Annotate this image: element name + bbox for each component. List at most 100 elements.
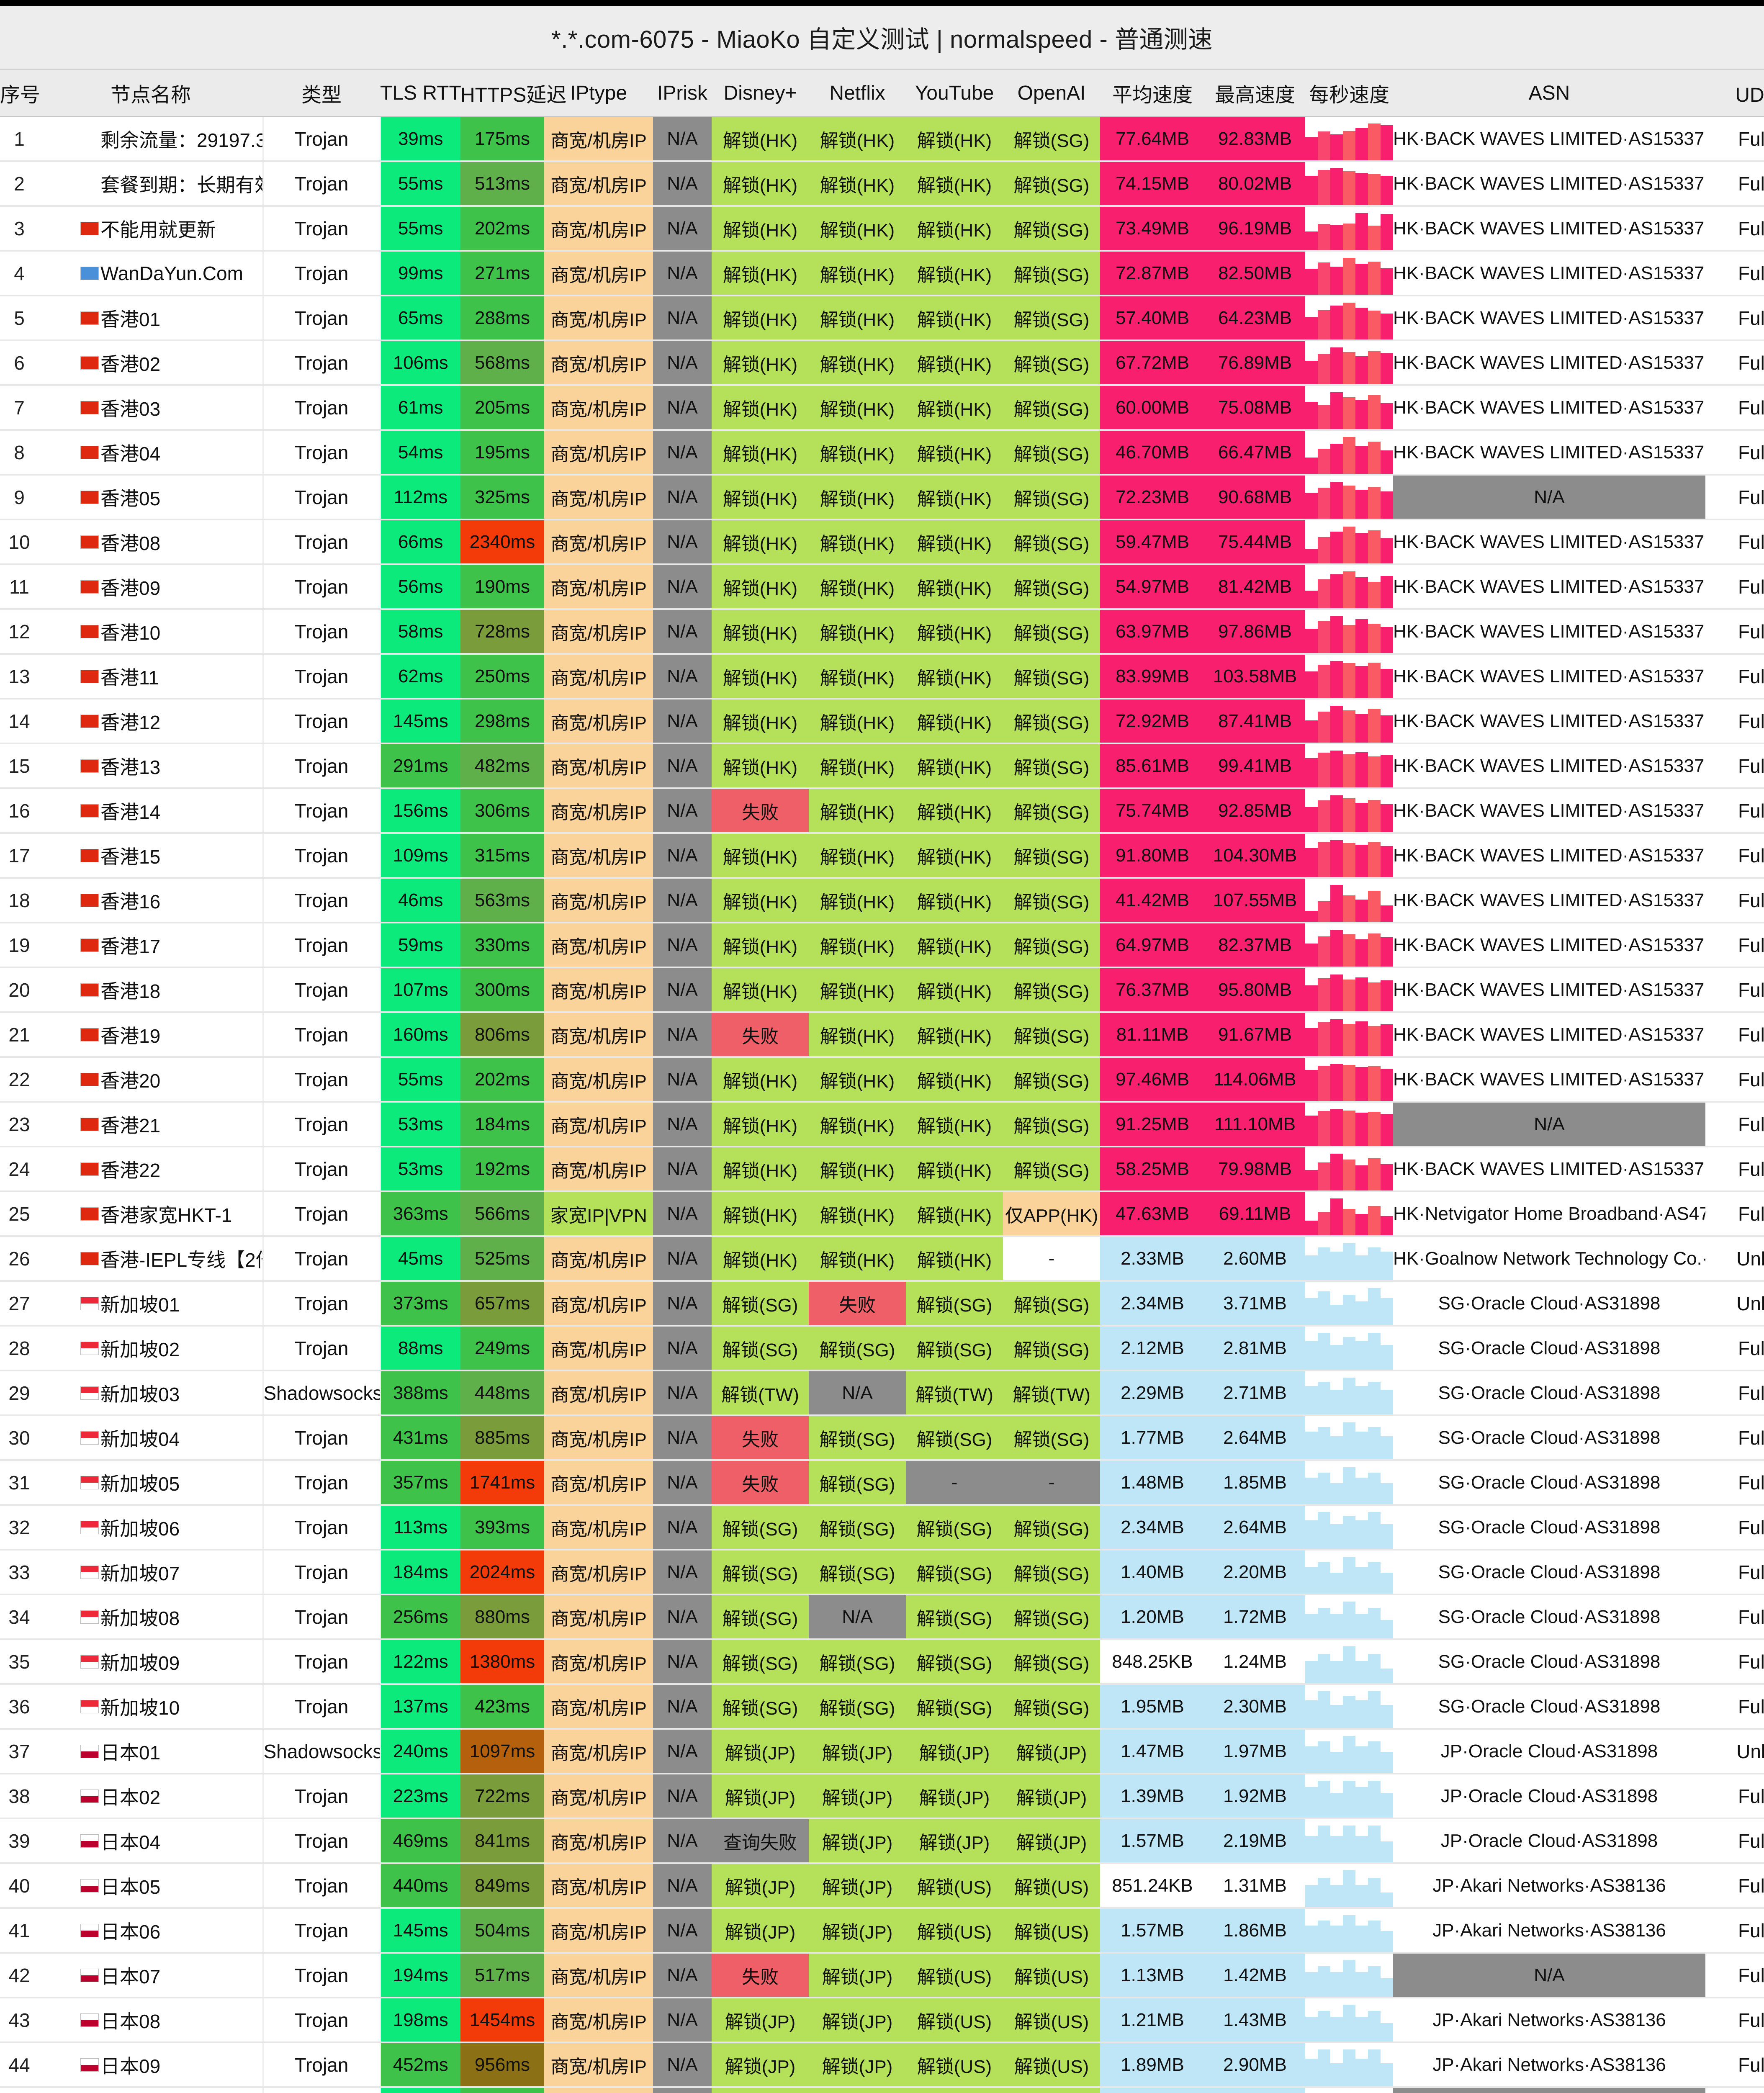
- row-node-name[interactable]: 香港05: [39, 475, 264, 520]
- col-iptype[interactable]: IPtype: [544, 69, 653, 117]
- row-netflix-unlock[interactable]: 解锁(HK): [809, 206, 906, 252]
- row-tls-rtt[interactable]: 39ms: [380, 116, 460, 162]
- row-disney-unlock[interactable]: 失败: [712, 1953, 809, 1998]
- row-iprisk[interactable]: N/A: [653, 1594, 712, 1640]
- row-netflix-unlock[interactable]: 解锁(HK): [809, 833, 906, 879]
- row-node-name[interactable]: 香港02: [39, 340, 264, 386]
- row-tls-rtt[interactable]: 240ms: [380, 1729, 460, 1774]
- row-iprisk[interactable]: N/A: [653, 1012, 712, 1058]
- table-row[interactable]: 19 香港17 Trojan 59ms 330ms 商宽/机房IP N/A 解锁(HK) 解锁(…: [0, 923, 1764, 968]
- table-row[interactable]: 21 香港19 Trojan 160ms 806ms 商宽/机房IP N/A 失败 解锁(HK)…: [0, 1012, 1764, 1058]
- row-iptype[interactable]: 商宽/机房IP: [544, 1505, 653, 1550]
- row-tls-rtt[interactable]: 160ms: [380, 1012, 460, 1058]
- col-tls-rtt[interactable]: TLS RTT: [380, 69, 461, 117]
- row-iptype[interactable]: 商宽/机房IP: [544, 2087, 653, 2093]
- col-max-speed[interactable]: 最高速度: [1205, 69, 1305, 117]
- row-tls-rtt[interactable]: 46ms: [380, 878, 460, 923]
- row-avg-speed[interactable]: 1.21MB: [1100, 1998, 1205, 2043]
- row-iptype[interactable]: 商宽/机房IP: [544, 1415, 653, 1461]
- row-avg-speed[interactable]: 1.77MB: [1100, 1415, 1205, 1461]
- table-row[interactable]: 10 香港08 Trojan 66ms 2340ms 商宽/机房IP N/A 解锁(HK) 解锁…: [0, 519, 1764, 565]
- row-node-name[interactable]: 日本05: [39, 1863, 264, 1909]
- row-netflix-unlock[interactable]: 解锁(HK): [809, 923, 906, 968]
- row-youtube-unlock[interactable]: 解锁(TW): [906, 1370, 1003, 1416]
- row-openai-unlock[interactable]: 解锁(SG): [1003, 833, 1100, 879]
- row-tls-rtt[interactable]: 88ms: [380, 1326, 460, 1371]
- row-openai-unlock[interactable]: 解锁(SG): [1003, 1684, 1100, 1730]
- row-avg-speed[interactable]: 47.63MB: [1100, 1191, 1205, 1237]
- row-netflix-unlock[interactable]: N/A: [809, 1370, 906, 1416]
- row-iprisk[interactable]: N/A: [653, 1460, 712, 1506]
- row-youtube-unlock[interactable]: 解锁(JP): [906, 1774, 1003, 1819]
- table-row[interactable]: 35 新加坡09 Trojan 122ms 1380ms 商宽/机房IP N/A 解锁(SG)…: [0, 1639, 1764, 1685]
- table-row[interactable]: 45日本-IEPLShadowsocks98ms392ms商宽/机房IPN/A解…: [0, 2087, 1764, 2093]
- row-youtube-unlock[interactable]: 解锁(US): [906, 1863, 1003, 1909]
- row-youtube-unlock[interactable]: 解锁(SG): [906, 1415, 1003, 1461]
- row-tls-rtt[interactable]: 256ms: [380, 1594, 460, 1640]
- row-tls-rtt[interactable]: 388ms: [380, 1370, 460, 1416]
- row-netflix-unlock[interactable]: 解锁(JP): [809, 2087, 906, 2093]
- row-disney-unlock[interactable]: 解锁(HK): [712, 1147, 809, 1192]
- row-https-latency[interactable]: 325ms: [460, 475, 544, 520]
- row-tls-rtt[interactable]: 53ms: [380, 1102, 460, 1147]
- row-max-speed[interactable]: 2.30MB: [1205, 1684, 1305, 1730]
- row-netflix-unlock[interactable]: 解锁(HK): [809, 519, 906, 565]
- row-https-latency[interactable]: 190ms: [460, 564, 544, 610]
- row-https-latency[interactable]: 1380ms: [460, 1639, 544, 1685]
- row-iprisk[interactable]: N/A: [653, 833, 712, 879]
- row-youtube-unlock[interactable]: 解锁(US): [906, 1908, 1003, 1954]
- row-iptype[interactable]: 商宽/机房IP: [544, 1057, 653, 1103]
- row-openai-unlock[interactable]: 解锁(SG): [1003, 1012, 1100, 1058]
- row-https-latency[interactable]: 806ms: [460, 1012, 544, 1058]
- row-node-name[interactable]: 香港-IEPL专线【2倍】: [39, 1236, 264, 1282]
- row-max-speed[interactable]: 82.37MB: [1205, 923, 1305, 968]
- row-avg-speed[interactable]: 57.40MB: [1100, 296, 1205, 341]
- row-youtube-unlock[interactable]: 解锁(HK): [906, 699, 1003, 744]
- row-netflix-unlock[interactable]: 解锁(JP): [809, 1863, 906, 1909]
- row-netflix-unlock[interactable]: 解锁(HK): [809, 1236, 906, 1282]
- row-netflix-unlock[interactable]: 解锁(HK): [809, 1102, 906, 1147]
- row-avg-speed[interactable]: 64.97MB: [1100, 923, 1205, 968]
- row-openai-unlock[interactable]: 解锁(SG): [1003, 340, 1100, 386]
- row-tls-rtt[interactable]: 363ms: [380, 1191, 460, 1237]
- row-disney-unlock[interactable]: 解锁(SG): [712, 1684, 809, 1730]
- table-row[interactable]: 25 香港家宽HKT-1 Trojan 363ms 566ms 家宽IP|VPN N/A 解锁…: [0, 1191, 1764, 1237]
- row-avg-speed[interactable]: 2.12MB: [1100, 1326, 1205, 1371]
- row-tls-rtt[interactable]: 45ms: [380, 1236, 460, 1282]
- row-avg-speed[interactable]: 1.39MB: [1100, 1774, 1205, 1819]
- row-max-speed[interactable]: 2.81MB: [1205, 1326, 1305, 1371]
- row-openai-unlock[interactable]: 解锁(US): [1003, 1953, 1100, 1998]
- row-node-name[interactable]: 香港21: [39, 1102, 264, 1147]
- row-iprisk[interactable]: N/A: [653, 1684, 712, 1730]
- row-netflix-unlock[interactable]: 解锁(SG): [809, 1460, 906, 1506]
- row-max-speed[interactable]: 75.08MB: [1205, 385, 1305, 431]
- row-max-speed[interactable]: 91.67MB: [1205, 1012, 1305, 1058]
- row-youtube-unlock[interactable]: 解锁(HK): [906, 340, 1003, 386]
- row-https-latency[interactable]: 880ms: [460, 1594, 544, 1640]
- row-avg-speed[interactable]: 60.00MB: [1100, 385, 1205, 431]
- row-openai-unlock[interactable]: 解锁(JP): [1003, 1729, 1100, 1774]
- row-avg-speed[interactable]: 41.42MB: [1100, 878, 1205, 923]
- row-avg-speed[interactable]: 1.34MB: [1100, 2087, 1205, 2093]
- table-row[interactable]: 28 新加坡02 Trojan 88ms 249ms 商宽/机房IP N/A 解锁(SG) 解锁…: [0, 1326, 1764, 1371]
- row-iprisk[interactable]: N/A: [653, 1863, 712, 1909]
- row-max-speed[interactable]: 2.64MB: [1205, 1415, 1305, 1461]
- row-node-name[interactable]: 香港10: [39, 609, 264, 655]
- row-iptype[interactable]: 商宽/机房IP: [544, 1370, 653, 1416]
- row-avg-speed[interactable]: 83.99MB: [1100, 654, 1205, 699]
- row-iptype[interactable]: 商宽/机房IP: [544, 1774, 653, 1819]
- row-netflix-unlock[interactable]: 解锁(HK): [809, 251, 906, 296]
- table-row[interactable]: 24 香港22 Trojan 53ms 192ms 商宽/机房IP N/A 解锁(HK) 解锁(…: [0, 1147, 1764, 1192]
- row-node-name[interactable]: 香港09: [39, 564, 264, 610]
- row-node-name[interactable]: 日本06: [39, 1908, 264, 1954]
- row-openai-unlock[interactable]: -: [1003, 1236, 1100, 1282]
- row-avg-speed[interactable]: 2.33MB: [1100, 1236, 1205, 1282]
- row-avg-speed[interactable]: 58.25MB: [1100, 1147, 1205, 1192]
- row-node-name[interactable]: 日本04: [39, 1818, 264, 1864]
- row-openai-unlock[interactable]: 解锁(SG): [1003, 788, 1100, 834]
- row-disney-unlock[interactable]: 解锁(HK): [712, 699, 809, 744]
- row-https-latency[interactable]: 300ms: [460, 967, 544, 1013]
- row-node-name[interactable]: WanDaYun.Com: [39, 251, 264, 296]
- row-tls-rtt[interactable]: 431ms: [380, 1415, 460, 1461]
- row-iptype[interactable]: 商宽/机房IP: [544, 1102, 653, 1147]
